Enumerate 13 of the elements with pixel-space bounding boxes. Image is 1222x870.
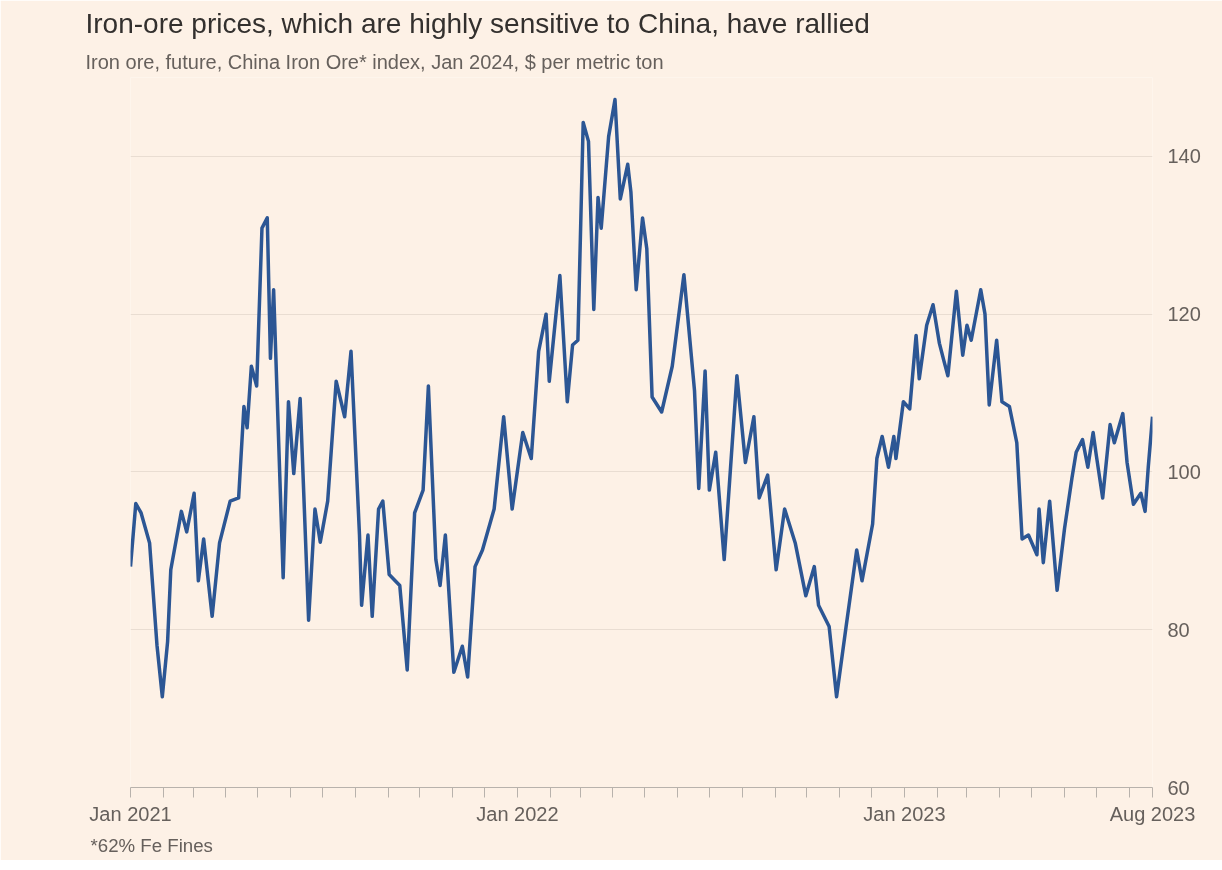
line-series: [130, 97, 1153, 699]
x-tick-label: Aug 2023: [1109, 802, 1196, 825]
y-tick-label: 140: [1167, 145, 1201, 168]
x-tick-label: Jan 2022: [476, 802, 559, 825]
text: *62% Fe Fines: [90, 834, 213, 856]
y-tick-label: 80: [1167, 618, 1190, 641]
y-tick-label: 120: [1167, 303, 1201, 326]
y-tick-label: 60: [1167, 776, 1190, 799]
x-tick-label: Jan 2021: [89, 802, 172, 825]
x-tick-label: Jan 2023: [863, 802, 946, 825]
chart-title: Iron-ore prices, which are highly sensitive to China, have rallied: [85, 7, 870, 39]
chart-subtitle: Iron ore, future, China Iron Ore* index, Jan 2024, $ per metric ton: [85, 50, 664, 73]
y-tick-label: 100: [1167, 460, 1201, 483]
